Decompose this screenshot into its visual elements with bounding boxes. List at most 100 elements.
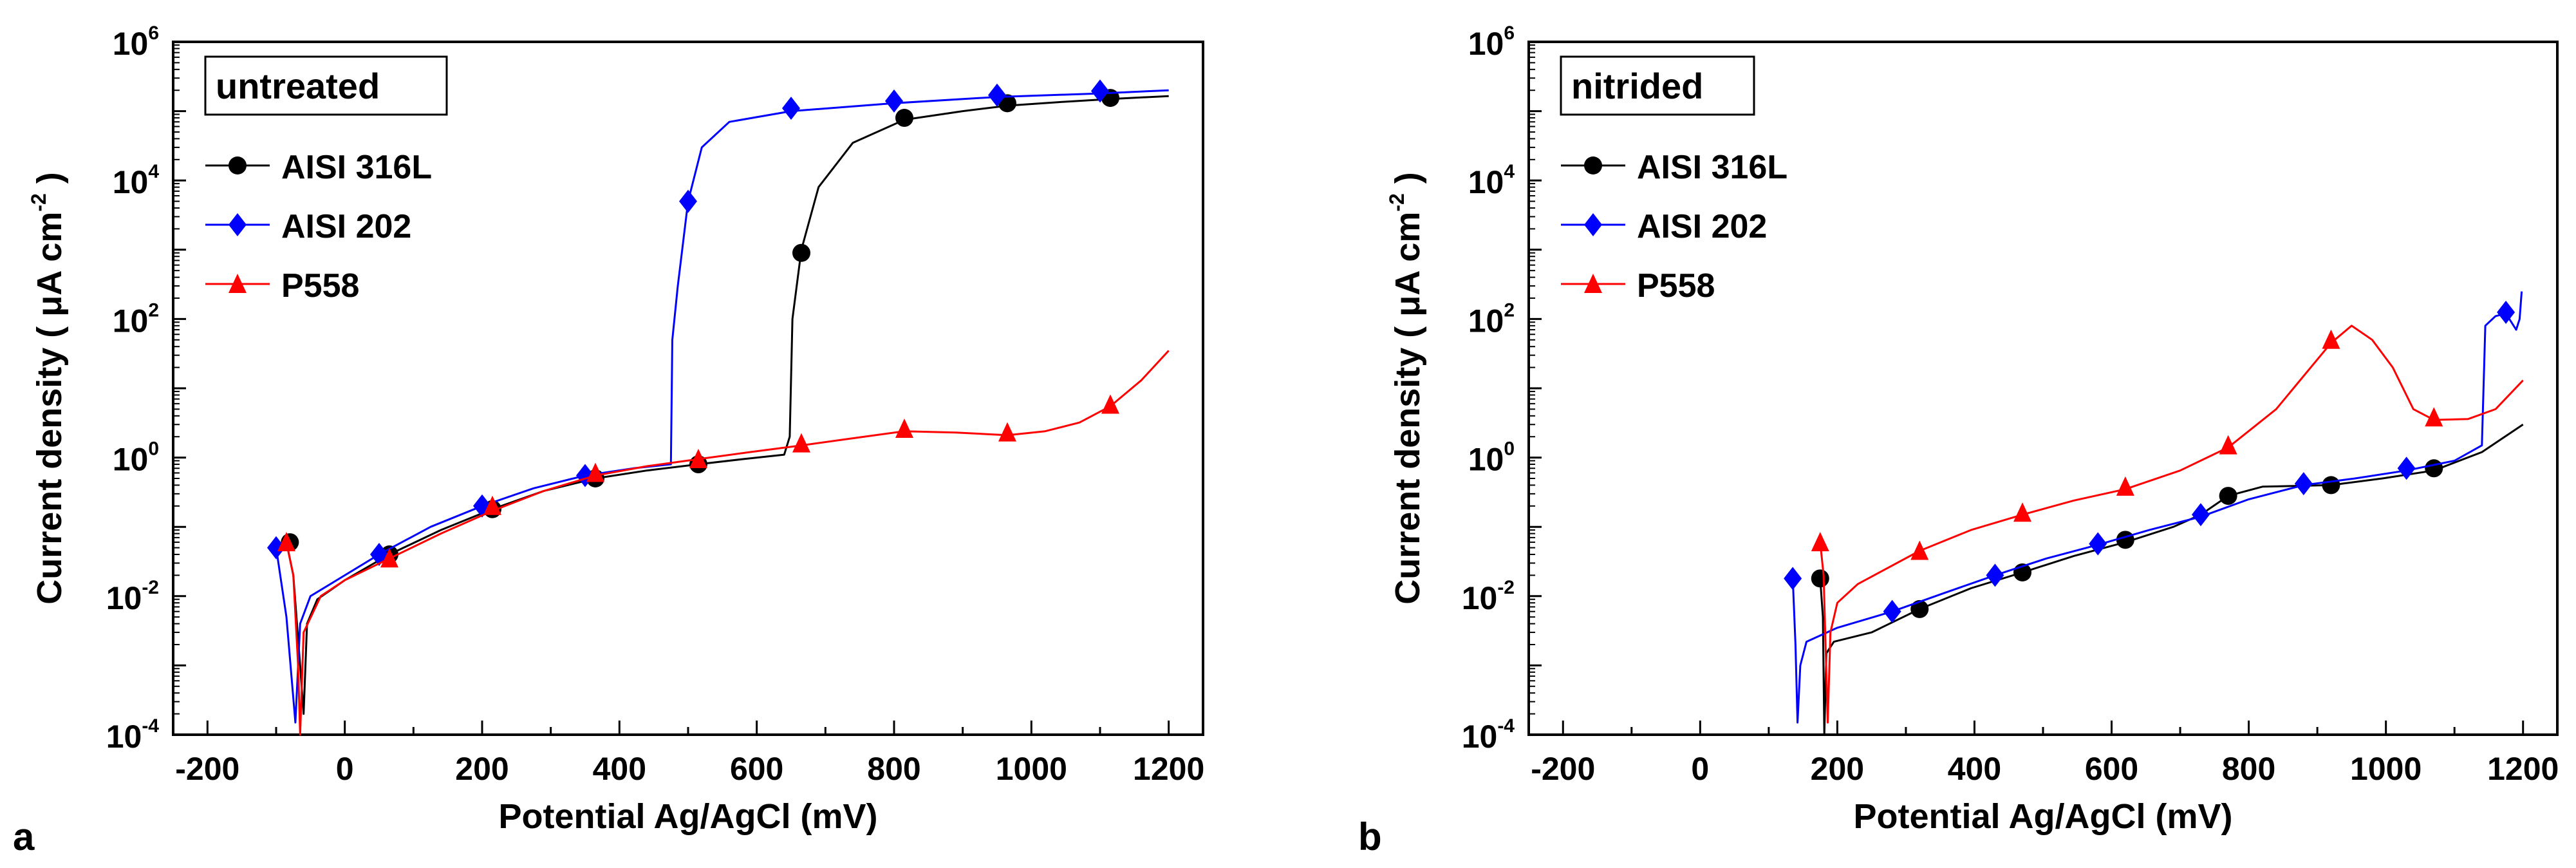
y-tick-label: 10-2 <box>1462 577 1515 616</box>
triangle-marker <box>792 433 810 453</box>
triangle-marker <box>2013 502 2032 522</box>
x-tick-label: 1000 <box>2350 751 2422 787</box>
circle-marker <box>2425 459 2443 478</box>
triangle-marker <box>998 422 1016 442</box>
chart-panel-b: -200 0 200 400 600 800 1000 120010-410-21001021… <box>1358 23 2559 858</box>
plot-frame <box>172 41 1204 736</box>
x-tick-label: 1200 <box>1133 751 1204 787</box>
triangle-marker <box>1910 540 1929 560</box>
series-line <box>285 350 1170 736</box>
panel-label: a <box>13 815 35 858</box>
y-tick-label: 104 <box>113 161 160 200</box>
x-tick-label: -200 <box>1531 751 1595 787</box>
title-box <box>204 55 448 116</box>
triangle-marker <box>2425 407 2443 427</box>
circle-marker <box>1811 569 1829 588</box>
series-p558 <box>1811 325 2524 724</box>
x-tick-label: 800 <box>2222 751 2275 787</box>
y-tick-exp: -4 <box>1497 715 1515 737</box>
y-tick-base: 10 <box>113 164 149 200</box>
y-tick-exp: -2 <box>142 577 159 598</box>
triangle-marker <box>2219 435 2237 455</box>
series-line <box>1819 325 2524 724</box>
y-tick-label: 106 <box>113 23 159 62</box>
diamond-marker <box>1986 563 2004 587</box>
triangle-marker <box>229 274 247 293</box>
y-tick-exp: 0 <box>1504 439 1515 460</box>
diamond-marker <box>1883 599 1901 623</box>
x-tick-label: 1200 <box>2487 751 2559 787</box>
y-tick-exp: 4 <box>148 161 159 182</box>
triangle-marker <box>2116 476 2134 496</box>
y-axis-label: Current density ( μA cm-2 ) <box>27 172 69 605</box>
legend-label: AISI 202 <box>1637 208 1767 245</box>
y-label-main: Current density ( μA cm <box>1388 212 1427 605</box>
diamond-marker <box>1584 213 1602 236</box>
circle-marker <box>1584 156 1602 175</box>
y-tick-base: 10 <box>1462 580 1498 616</box>
x-tick-label: -200 <box>175 751 239 787</box>
y-tick-exp: 6 <box>148 23 159 44</box>
y-tick-label: 102 <box>1468 299 1515 339</box>
circle-marker <box>2322 476 2340 495</box>
y-tick-exp: -4 <box>142 715 159 737</box>
y-tick-label: 10-4 <box>106 715 160 755</box>
circle-marker <box>229 156 247 175</box>
panel-label: b <box>1358 815 1382 858</box>
y-tick-base: 10 <box>113 26 149 62</box>
diamond-marker <box>2497 300 2515 324</box>
circle-marker <box>1910 599 1929 618</box>
x-tick-label: 0 <box>336 751 354 787</box>
y-tick-label: 102 <box>113 299 159 339</box>
triangle-marker <box>895 418 913 438</box>
legend-label: AISI 316L <box>1637 149 1787 186</box>
diamond-marker <box>1091 79 1109 103</box>
y-label-sup: -2 <box>27 193 50 211</box>
x-tick-label: 800 <box>867 751 920 787</box>
triangle-marker <box>689 448 707 468</box>
diamond-marker <box>2294 472 2313 496</box>
y-tick-base: 10 <box>1468 164 1504 200</box>
y-tick-label: 10-2 <box>106 577 159 616</box>
triangle-marker <box>380 548 398 568</box>
triangle-marker <box>1584 274 1602 293</box>
y-tick-label: 106 <box>1468 23 1515 62</box>
y-tick-base: 10 <box>1468 442 1504 478</box>
triangle-marker <box>277 532 295 552</box>
series-aisi-316l <box>1811 424 2524 736</box>
y-tick-exp: 2 <box>1504 299 1515 321</box>
y-tick-exp: 4 <box>1504 161 1515 182</box>
title-box <box>1560 55 1755 116</box>
diamond-marker <box>782 97 800 120</box>
triangle-marker <box>586 462 604 482</box>
y-tick-base: 10 <box>106 580 142 616</box>
diamond-marker <box>885 89 903 113</box>
panel-title: untreated <box>216 66 380 106</box>
series-p558 <box>277 350 1170 736</box>
diamond-marker <box>229 213 247 236</box>
diamond-marker <box>988 83 1006 107</box>
x-tick-label: 600 <box>730 751 783 787</box>
diamond-marker <box>679 189 697 213</box>
series-line <box>1791 291 2523 724</box>
y-label-end: ) <box>1388 172 1427 193</box>
x-tick-label: 400 <box>1948 751 2001 787</box>
circle-marker <box>2219 487 2237 505</box>
diamond-marker <box>2089 532 2107 556</box>
chart-panel-a: -200 0 200 400 600 800 1000 120010-410-21001021… <box>13 23 1204 858</box>
series-line <box>285 95 1169 715</box>
y-tick-label: 100 <box>1468 439 1515 478</box>
y-tick-base: 10 <box>1462 719 1498 755</box>
y-tick-base: 10 <box>1468 303 1504 339</box>
y-label-sup: -2 <box>1385 193 1408 211</box>
legend-label: AISI 202 <box>281 208 411 245</box>
y-tick-base: 10 <box>106 719 142 755</box>
circle-marker <box>895 109 913 127</box>
diamond-marker <box>2397 457 2416 480</box>
triangle-marker <box>483 495 501 515</box>
y-tick-exp: 0 <box>148 439 159 460</box>
legend-label: P558 <box>281 267 359 305</box>
y-tick-exp: -2 <box>1497 577 1515 598</box>
y-tick-label: 100 <box>113 439 159 478</box>
